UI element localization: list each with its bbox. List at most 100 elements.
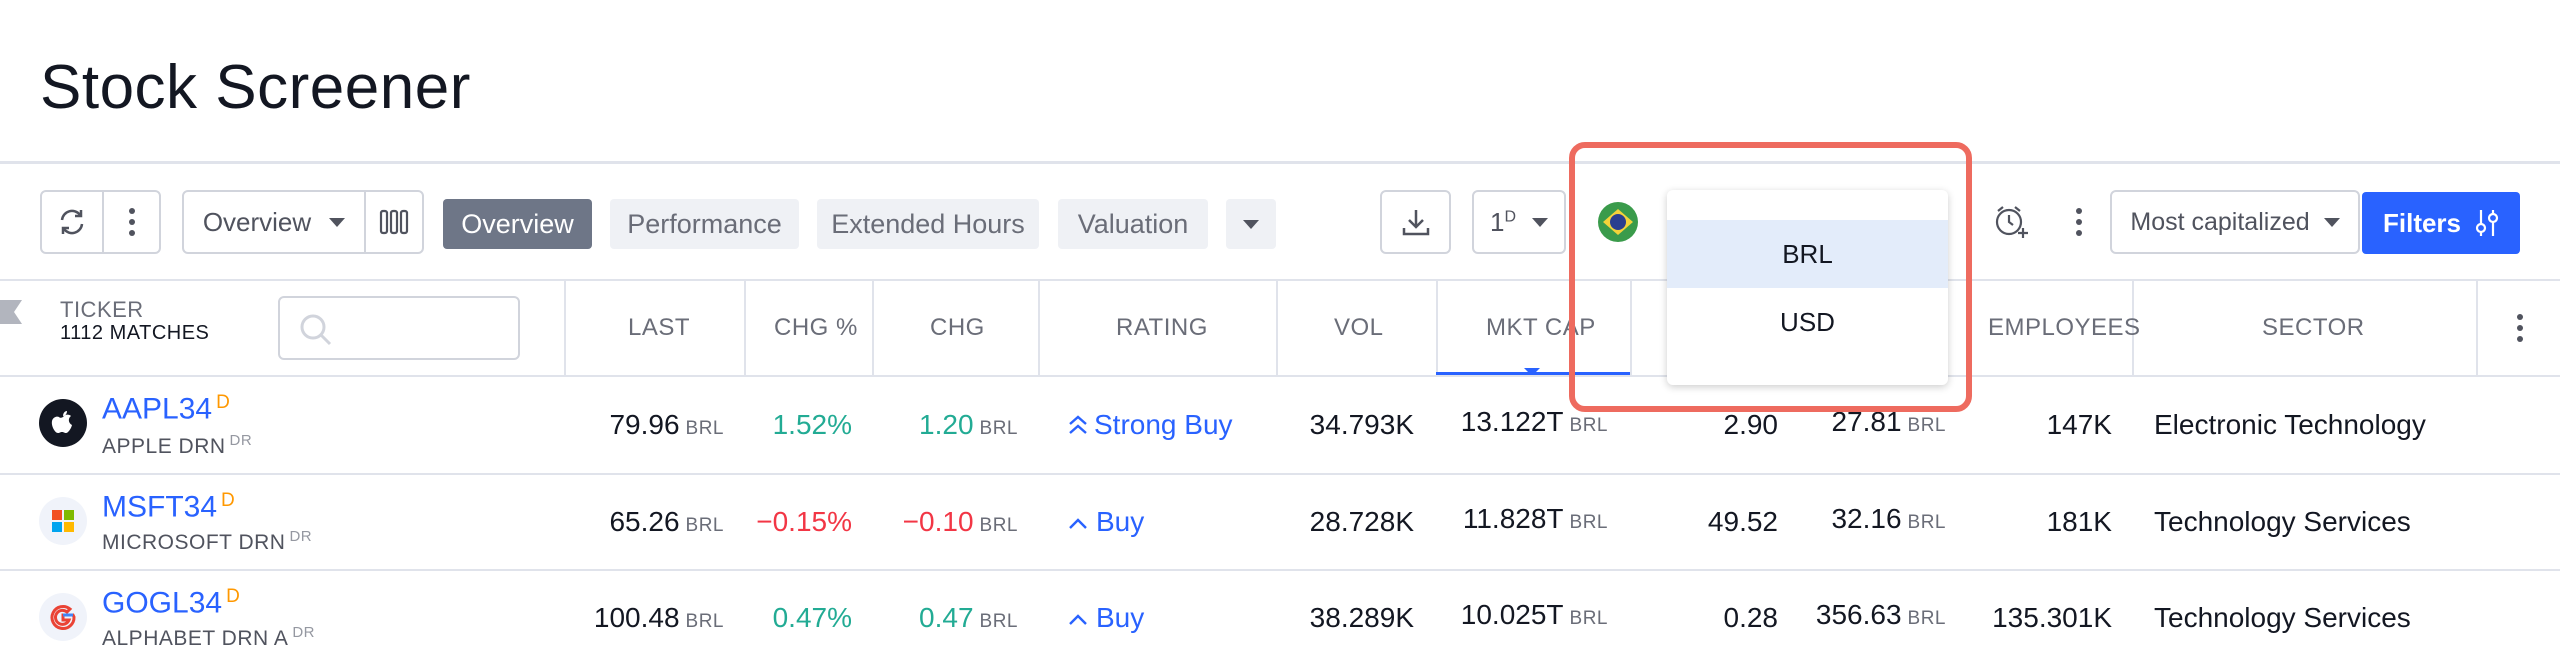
refresh-icon xyxy=(60,209,83,235)
brazil-flag-icon xyxy=(1603,209,1633,235)
column-divider xyxy=(1038,281,1040,375)
column-header-chg-pct[interactable]: CHG % xyxy=(774,314,858,341)
interval-label: 1D xyxy=(1489,206,1517,237)
change-percent: 1.52% xyxy=(772,409,852,440)
column-divider xyxy=(2476,281,2478,375)
column-header-chg[interactable]: CHG xyxy=(930,314,985,341)
value-column-a: 49.52 xyxy=(1707,506,1778,537)
row-divider xyxy=(0,473,2560,475)
rating: Strong Buy xyxy=(1068,409,1233,441)
columns-button[interactable] xyxy=(366,192,422,252)
market-flag-button[interactable] xyxy=(1598,202,1638,242)
column-settings-button[interactable] xyxy=(2500,300,2540,356)
column-header-vol[interactable]: VOL xyxy=(1334,314,1384,341)
row-divider xyxy=(0,375,2560,377)
google-logo-icon xyxy=(39,593,87,641)
page-title: Stock Screener xyxy=(40,53,471,122)
sort-dropdown[interactable]: Most capitalized xyxy=(2110,190,2360,254)
filters-button[interactable]: Filters xyxy=(2362,192,2520,254)
ticker-symbol[interactable]: AAPL34 D xyxy=(102,392,230,426)
tab-overview[interactable]: Overview xyxy=(443,199,592,249)
company-name: ALPHABET DRN A DR xyxy=(102,624,316,650)
column-divider xyxy=(872,281,874,375)
download-button[interactable] xyxy=(1380,190,1451,254)
company-name: APPLE DRN DR xyxy=(102,432,253,458)
view-selector-dropdown[interactable]: Overview xyxy=(184,192,364,252)
sort-label: Most capitalized xyxy=(2130,207,2310,236)
sector[interactable]: Technology Services xyxy=(2154,506,2411,537)
chevron-down-icon xyxy=(329,217,346,227)
last-price: 65.26 BRL xyxy=(609,506,724,537)
ticker-symbol[interactable]: MSFT34 D xyxy=(102,490,235,524)
tab-extended-hours[interactable]: Extended Hours xyxy=(817,199,1039,249)
microsoft-logo-icon xyxy=(39,497,87,545)
currency-option-usd[interactable]: USD xyxy=(1780,306,1835,337)
sort-indicator-icon xyxy=(1524,368,1540,376)
column-divider xyxy=(1276,281,1278,375)
employees: 147K xyxy=(2046,409,2112,440)
change-percent: 0.47% xyxy=(772,602,852,633)
refresh-button[interactable] xyxy=(42,192,101,252)
column-divider xyxy=(2132,281,2134,375)
change-value: −0.10 BRL xyxy=(902,506,1018,537)
column-header-last[interactable]: LAST xyxy=(628,314,691,341)
screener-more-button[interactable] xyxy=(2054,192,2104,252)
ticker-symbol[interactable]: GOGL34 D xyxy=(102,586,240,620)
sector[interactable]: Technology Services xyxy=(2154,602,2411,633)
market-cap: 13.122T BRL xyxy=(1460,406,1608,437)
columns-icon xyxy=(379,209,409,235)
column-header-employees[interactable]: EMPLOYEES xyxy=(1988,314,2141,341)
currency-dropdown-menu: BRL USD xyxy=(1667,190,1948,385)
vertical-dots-icon xyxy=(2517,314,2523,342)
column-divider xyxy=(1436,281,1438,375)
highlight-annotation-box xyxy=(1569,142,1972,412)
change-value: 0.47 BRL xyxy=(919,602,1018,633)
column-divider xyxy=(564,281,566,375)
download-icon xyxy=(1402,210,1429,236)
more-tabs-button[interactable] xyxy=(1226,199,1276,249)
row-divider xyxy=(0,569,2560,571)
chevron-down-icon xyxy=(1532,217,1549,227)
table-header-top-rule xyxy=(0,279,2560,281)
currency-option-brl[interactable]: BRL xyxy=(1667,220,1948,288)
column-divider xyxy=(1630,281,1632,375)
interval-dropdown[interactable]: 1D xyxy=(1472,190,1566,254)
view-selector-label: Overview xyxy=(202,206,312,237)
value-column-a: 0.28 xyxy=(1723,602,1779,633)
matches-count: 1112 MATCHES xyxy=(60,322,210,344)
sliders-icon xyxy=(2475,210,2499,236)
flag-marker-icon xyxy=(0,300,22,324)
market-cap: 10.025T BRL xyxy=(1460,599,1608,630)
value-column-b: 32.16 BRL xyxy=(1831,503,1946,534)
sector[interactable]: Electronic Technology xyxy=(2154,409,2426,440)
change-percent: −0.15% xyxy=(756,506,852,537)
filters-label: Filters xyxy=(2382,207,2462,238)
tab-performance[interactable]: Performance xyxy=(610,199,799,249)
rating: Buy xyxy=(1068,602,1144,634)
last-price: 79.96 BRL xyxy=(609,409,724,440)
change-value: 1.20 BRL xyxy=(919,409,1018,440)
volume: 34.793K xyxy=(1309,409,1414,440)
add-alert-button[interactable] xyxy=(1986,192,2036,252)
column-header-sector[interactable]: SECTOR xyxy=(2262,314,2365,341)
employees: 135.301K xyxy=(1992,602,2112,633)
ticker-search-field[interactable] xyxy=(278,296,520,360)
apple-logo-icon xyxy=(39,399,87,447)
market-cap: 11.828T BRL xyxy=(1462,503,1608,534)
refresh-more-group xyxy=(40,190,161,254)
value-column-a: 2.90 xyxy=(1723,409,1779,440)
chevron-down-icon xyxy=(2323,217,2340,227)
vertical-dots-icon xyxy=(128,208,135,236)
employees: 181K xyxy=(2046,506,2112,537)
column-divider xyxy=(744,281,746,375)
volume: 28.728K xyxy=(1309,506,1414,537)
header-divider xyxy=(0,161,2560,164)
alarm-clock-plus-icon xyxy=(1995,206,2028,238)
column-header-rating[interactable]: RATING xyxy=(1116,314,1208,341)
ticker-header[interactable]: TICKER xyxy=(60,297,144,322)
chevron-up-icon xyxy=(1069,518,1087,529)
column-header-mkt-cap[interactable]: MKT CAP xyxy=(1486,314,1596,341)
tab-valuation[interactable]: Valuation xyxy=(1058,199,1208,249)
more-options-button[interactable] xyxy=(104,192,159,252)
volume: 38.289K xyxy=(1309,602,1414,633)
